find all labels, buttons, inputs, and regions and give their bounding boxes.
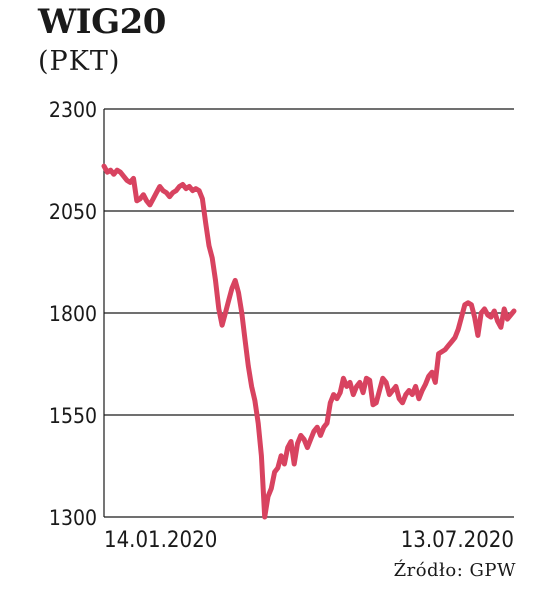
x-tick-label-0: 14.01.2020: [104, 528, 217, 553]
series-line-layer: [101, 163, 517, 520]
y-tick-label-1550: 1550: [49, 404, 97, 428]
chart-title: WIG20: [38, 2, 166, 42]
series-line-wig20: [101, 163, 517, 520]
y-tick-label-2300: 2300: [49, 98, 97, 122]
source-note: Źródło: GPW: [393, 560, 516, 581]
y-axis-labels: 2300 2050 1800 1550 1300: [49, 98, 97, 530]
x-axis-labels: 14.01.2020 13.07.2020: [104, 528, 514, 553]
x-tick-label-1: 13.07.2020: [401, 528, 514, 553]
y-tick-label-2050: 2050: [49, 200, 97, 224]
y-tick-label-1300: 1300: [49, 506, 97, 530]
y-tick-label-1800: 1800: [49, 302, 97, 326]
grid-lines: [103, 108, 514, 518]
chart-unit-label: (PKT): [38, 46, 121, 77]
